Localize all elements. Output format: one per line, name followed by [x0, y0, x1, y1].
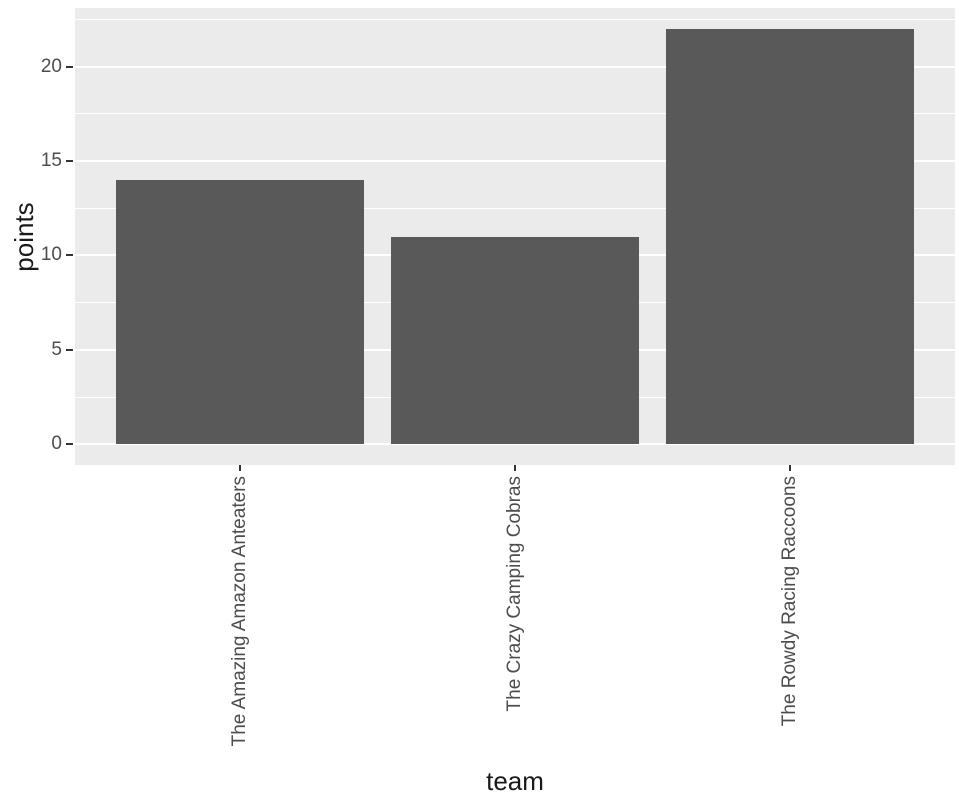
y-tick-mark — [66, 348, 73, 351]
y-tick-label: 5 — [51, 338, 62, 360]
minor-gridline — [75, 18, 955, 20]
x-tick-label-text: The Amazing Amazon Anteaters — [229, 476, 250, 747]
major-gridline — [75, 159, 955, 162]
minor-gridline — [75, 113, 955, 115]
x-tick-mark — [514, 465, 516, 471]
y-tick-label: 15 — [40, 149, 62, 171]
y-tick-mark — [66, 443, 73, 446]
bar-2 — [391, 236, 639, 445]
plot-panel — [75, 8, 955, 465]
y-tick-label: 20 — [40, 55, 62, 77]
y-tick-mark — [66, 159, 73, 162]
x-axis-title: team — [75, 766, 955, 796]
y-tick-mark — [66, 65, 73, 68]
major-gridline — [75, 443, 955, 446]
y-axis-title: points — [9, 202, 79, 271]
x-tick-label-text: The Crazy Camping Cobras — [504, 476, 525, 712]
x-tick-label-text: The Rowdy Racing Raccoons — [779, 476, 800, 727]
bar-3 — [666, 28, 914, 445]
x-axis-title-text: team — [486, 766, 544, 796]
y-tick-mark — [66, 254, 73, 257]
x-tick-label: The Crazy Camping Cobras — [504, 476, 739, 711]
x-tick-mark — [789, 465, 791, 471]
y-axis-title-text: points — [9, 201, 39, 272]
minor-gridline — [75, 207, 955, 209]
major-gridline — [75, 65, 955, 68]
bar-1 — [116, 179, 364, 445]
y-tick-label: 10 — [40, 244, 62, 266]
x-tick-label: The Amazing Amazon Anteaters — [229, 476, 499, 746]
x-tick-mark — [239, 465, 241, 471]
x-tick-label: The Rowdy Racing Raccoons — [779, 476, 959, 726]
y-tick-label: 0 — [51, 433, 62, 455]
